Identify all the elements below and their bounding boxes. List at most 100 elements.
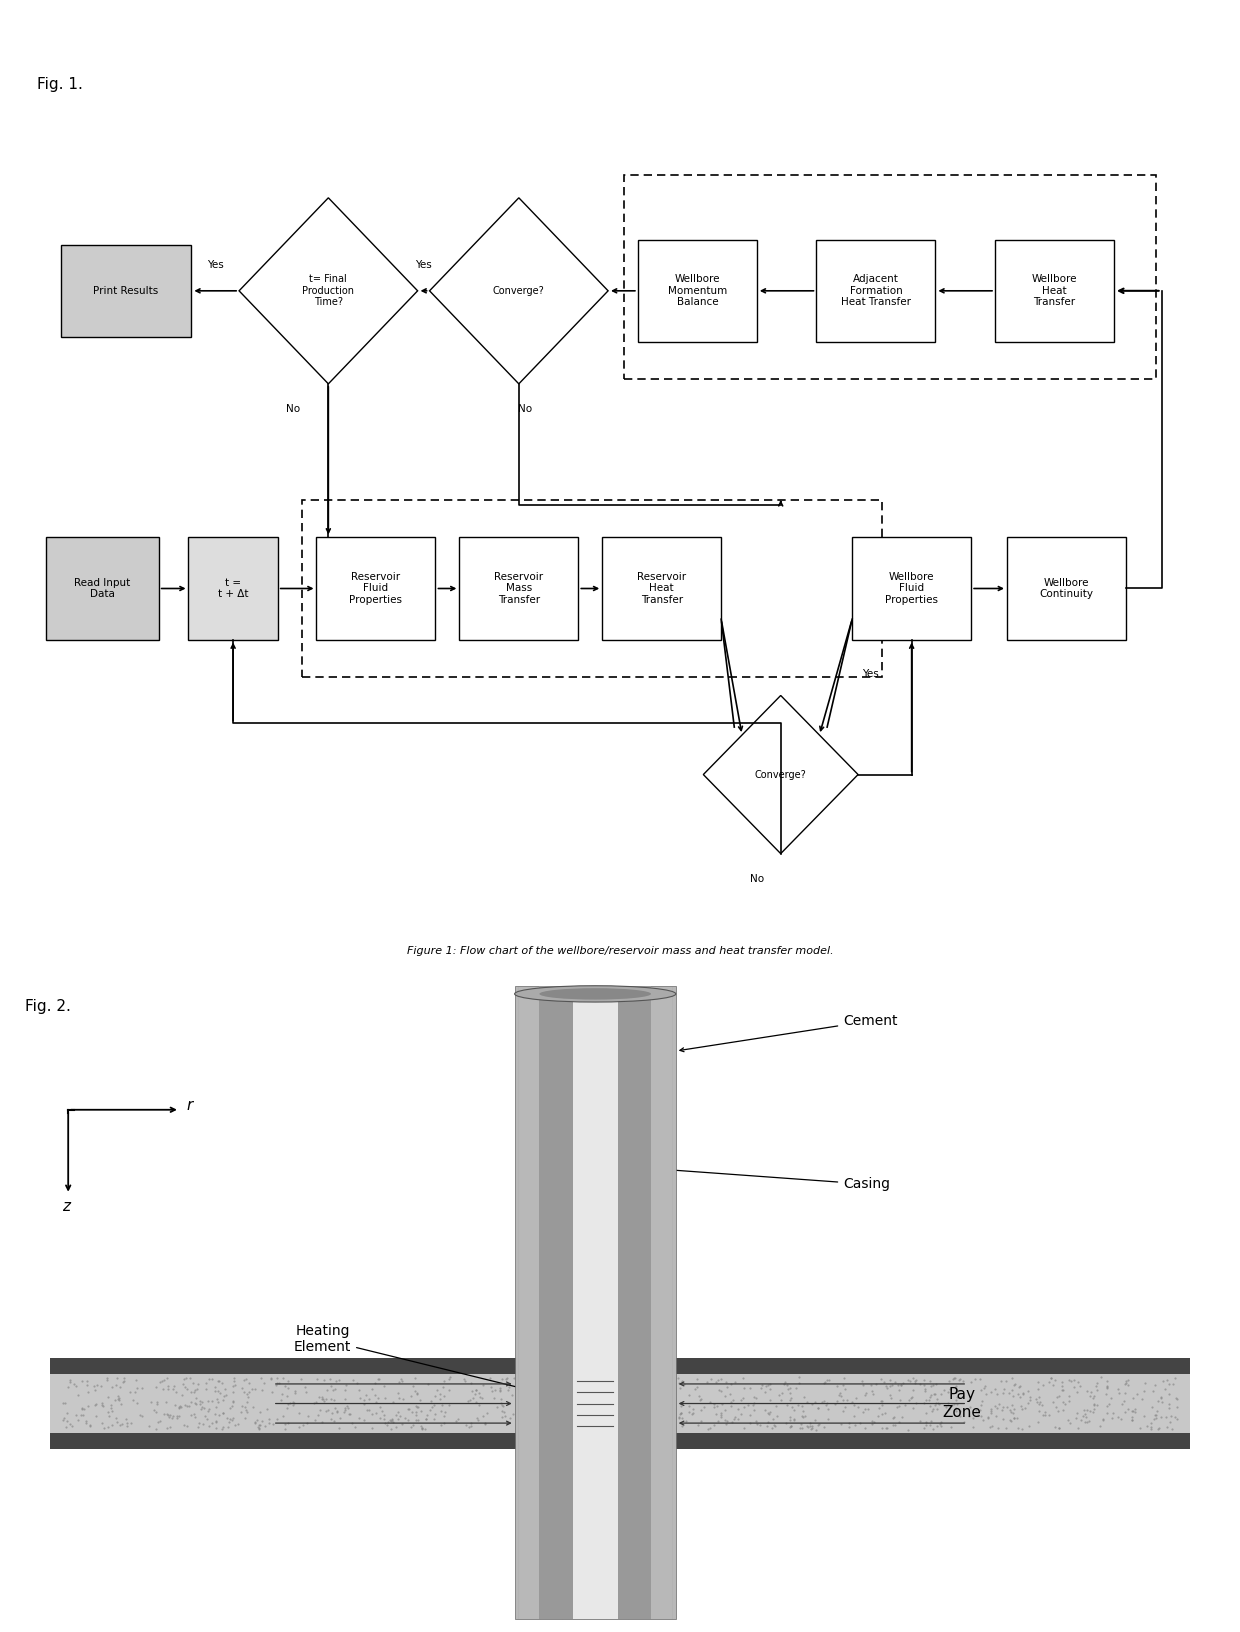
Point: [252, 1364, 272, 1390]
Bar: [303, 499, 882, 677]
Point: [954, 1368, 973, 1394]
Point: [950, 1399, 970, 1425]
Point: [243, 1394, 263, 1420]
Point: [837, 1387, 857, 1413]
Point: [324, 1408, 343, 1435]
Point: [76, 1410, 95, 1436]
Point: [1153, 1368, 1173, 1394]
Point: [870, 1366, 890, 1392]
Point: [981, 1400, 1001, 1426]
Point: [232, 1374, 252, 1400]
Point: [744, 1397, 764, 1423]
Point: [1096, 1381, 1116, 1407]
Point: [412, 1415, 432, 1441]
Point: [968, 1402, 988, 1428]
Point: [671, 1400, 691, 1426]
Point: [495, 1404, 515, 1430]
Text: Converge?: Converge?: [755, 770, 806, 780]
Point: [87, 1390, 107, 1417]
Point: [223, 1405, 243, 1431]
Point: [472, 1373, 492, 1399]
Point: [889, 1394, 909, 1420]
Point: [74, 1397, 94, 1423]
Point: [99, 1402, 119, 1428]
Point: [218, 1408, 238, 1435]
Point: [997, 1394, 1017, 1420]
Point: [1064, 1368, 1084, 1394]
Point: [374, 1384, 394, 1410]
Point: [166, 1379, 186, 1405]
Point: [407, 1399, 427, 1425]
Point: [210, 1379, 229, 1405]
Point: [1048, 1399, 1068, 1425]
Point: [76, 1408, 95, 1435]
Point: [337, 1395, 357, 1421]
Point: [1029, 1390, 1049, 1417]
Point: [415, 1415, 435, 1441]
Point: [162, 1376, 182, 1402]
Point: [409, 1387, 429, 1413]
Point: [403, 1373, 423, 1399]
Point: [1143, 1405, 1163, 1431]
Point: [98, 1399, 118, 1425]
Point: [398, 1407, 418, 1433]
Point: [461, 1410, 481, 1436]
Point: [433, 1392, 453, 1418]
Point: [113, 1369, 133, 1395]
Point: [114, 1368, 134, 1394]
Point: [428, 1377, 448, 1404]
Point: [831, 1379, 851, 1405]
Point: [273, 1404, 293, 1430]
Text: Reservoir
Mass
Transfer: Reservoir Mass Transfer: [495, 571, 543, 605]
Point: [712, 1390, 732, 1417]
Point: [182, 1371, 202, 1397]
Point: [249, 1412, 269, 1438]
Point: [919, 1387, 939, 1413]
Point: [366, 1400, 386, 1426]
Point: [682, 1400, 702, 1426]
Point: [756, 1373, 776, 1399]
Point: [746, 1384, 766, 1410]
FancyBboxPatch shape: [46, 537, 159, 640]
Point: [219, 1395, 239, 1421]
Point: [792, 1404, 812, 1430]
Point: [322, 1377, 342, 1404]
Point: [915, 1376, 935, 1402]
Point: [1078, 1397, 1097, 1423]
Point: [392, 1368, 412, 1394]
Point: [760, 1387, 780, 1413]
Point: [946, 1387, 966, 1413]
Text: Wellbore
Continuity: Wellbore Continuity: [1039, 578, 1094, 599]
Point: [1096, 1373, 1116, 1399]
Point: [64, 1371, 84, 1397]
Point: [78, 1373, 98, 1399]
Point: [792, 1392, 812, 1418]
Point: [491, 1386, 511, 1412]
Point: [490, 1377, 510, 1404]
Point: [366, 1382, 386, 1408]
Point: [1001, 1399, 1021, 1425]
Text: t= Final
Production
Time?: t= Final Production Time?: [303, 274, 355, 307]
Point: [208, 1368, 228, 1394]
Point: [368, 1386, 388, 1412]
Point: [903, 1395, 923, 1421]
Point: [856, 1382, 875, 1408]
Point: [833, 1397, 853, 1423]
Point: [68, 1382, 88, 1408]
Point: [944, 1364, 963, 1390]
Point: [1146, 1373, 1166, 1399]
Point: [991, 1368, 1011, 1394]
Point: [133, 1376, 153, 1402]
Point: [1068, 1369, 1087, 1395]
Point: [942, 1366, 962, 1392]
Point: [1049, 1382, 1069, 1408]
Point: [310, 1397, 330, 1423]
Point: [420, 1397, 440, 1423]
Point: [790, 1415, 810, 1441]
Point: [846, 1384, 866, 1410]
Point: [972, 1389, 992, 1415]
Point: [844, 1412, 864, 1438]
Point: [1019, 1413, 1039, 1439]
Point: [1118, 1366, 1138, 1392]
Text: Pay
Zone: Pay Zone: [942, 1387, 981, 1420]
